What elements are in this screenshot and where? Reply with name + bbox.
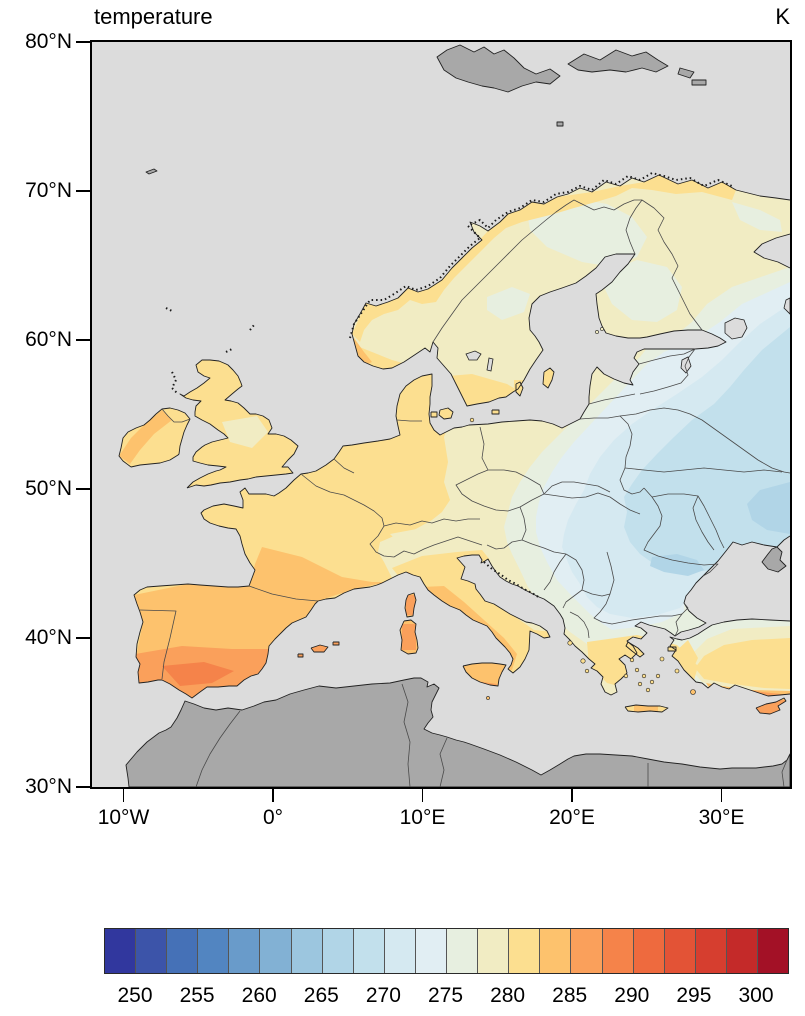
colorbar-segment — [105, 929, 137, 973]
lon-tick-label: 30°E — [698, 806, 745, 829]
lon-tick-mark — [421, 789, 424, 802]
lat-tick-mark — [76, 488, 90, 490]
colorbar-segment — [229, 929, 261, 973]
svalbard — [436, 44, 561, 93]
lon-tick-mark — [571, 789, 573, 802]
colorbar-tick-label: 260 — [241, 984, 277, 1007]
colorbar-tick-label: 285 — [552, 984, 588, 1007]
colorbar-segment — [447, 929, 479, 973]
colorbar-tick-label: 295 — [676, 984, 712, 1007]
lat-tick-label: 80°N — [25, 30, 72, 53]
colorbar-tick-label: 255 — [179, 984, 215, 1007]
crimea — [761, 546, 787, 573]
svalbard-islet — [691, 79, 707, 86]
colorbar-segment — [726, 929, 758, 973]
colorbar-segment — [602, 929, 634, 973]
svalbard-east — [567, 49, 669, 73]
title-row: temperature K — [92, 4, 790, 34]
lat-tick-label: 30°N — [25, 775, 72, 798]
plot-title: temperature — [94, 4, 213, 29]
colorbar-segment — [167, 929, 199, 973]
lon-tick-label: 0° — [262, 806, 284, 829]
lake-onega — [783, 297, 790, 315]
lon-tick-mark — [122, 789, 125, 802]
north-africa-middle-east — [125, 677, 790, 787]
lat-tick-mark — [76, 786, 90, 788]
lat-tick-mark — [76, 41, 90, 43]
colorbar-segment — [136, 929, 168, 973]
lat-tick-mark — [76, 339, 90, 341]
colorbar-segment — [571, 929, 603, 973]
colorbar-segment — [633, 929, 665, 973]
colorbar-segment — [757, 929, 789, 973]
plot-units: K — [775, 4, 790, 29]
lat-tick-label: 40°N — [25, 626, 72, 649]
lon-tick-mark — [720, 789, 723, 802]
colorbar-tick-label: 280 — [490, 984, 526, 1007]
colorbar-segment — [695, 929, 727, 973]
colorbar-segment — [322, 929, 354, 973]
lat-tick-label: 50°N — [25, 477, 72, 500]
colorbar-tick-label: 250 — [117, 984, 153, 1007]
svalbard-islet — [677, 67, 695, 79]
nodata-land — [125, 44, 790, 787]
colorbar-segment — [198, 929, 230, 973]
lon-tick-label: 10°W — [97, 806, 150, 829]
colorbar-segment — [260, 929, 292, 973]
lake-vattern — [486, 357, 494, 372]
lon-tick-label: 10°E — [399, 806, 446, 829]
colorbar-segment — [353, 929, 385, 973]
lake-vanern — [465, 350, 482, 361]
small-islands — [469, 327, 696, 700]
coast-outlines — [118, 174, 790, 715]
europe-temperature-map — [92, 42, 790, 787]
colorbar-segment — [509, 929, 541, 973]
lat-tick-mark — [76, 190, 90, 192]
colorbar-segment — [478, 929, 510, 973]
map-plot — [90, 40, 792, 789]
colorbar-tick-label: 290 — [614, 984, 650, 1007]
lake-ladoga — [724, 317, 748, 340]
colorbar-segment — [540, 929, 572, 973]
lat-tick-label: 70°N — [25, 179, 72, 202]
colorbar-segment — [415, 929, 448, 973]
bear-island — [556, 121, 564, 127]
colorbar-segment — [384, 929, 416, 973]
jan-mayen — [145, 168, 158, 175]
lon-tick-mark — [272, 789, 274, 802]
colorbar — [104, 928, 789, 974]
colorbar-segment — [291, 929, 323, 973]
colorbar-tick-label: 275 — [427, 984, 464, 1007]
colorbar-tick-label: 265 — [303, 984, 339, 1007]
lat-tick-mark — [76, 637, 90, 639]
colorbar-tick-label: 300 — [738, 984, 774, 1007]
coastal-texture — [165, 171, 733, 599]
lat-tick-label: 60°N — [25, 328, 72, 351]
lakes — [465, 297, 790, 374]
colorbar-tick-label: 270 — [365, 984, 401, 1007]
country-borders — [139, 199, 790, 787]
colorbar-segment — [664, 929, 696, 973]
lake-peipus — [680, 356, 692, 374]
lon-tick-label: 20°E — [549, 806, 595, 829]
